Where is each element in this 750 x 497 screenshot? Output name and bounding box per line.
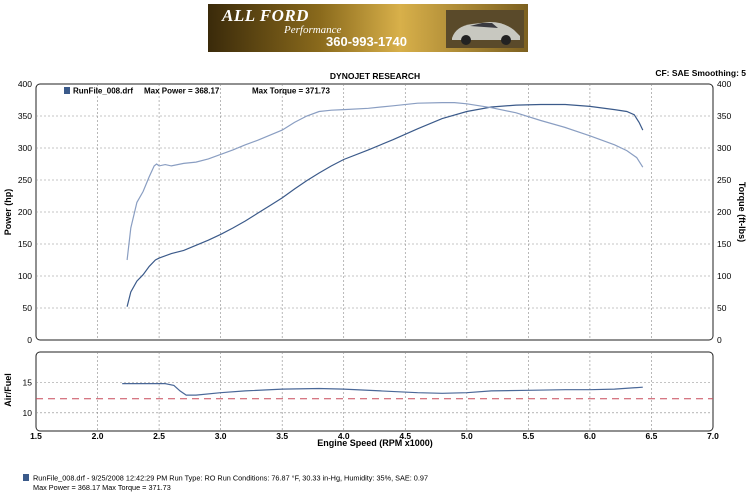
- power-axis-label: Power (hp): [3, 189, 13, 236]
- torque-tick-label: 200: [717, 207, 731, 217]
- afr-axis-label: Air/Fuel: [3, 373, 13, 407]
- rpm-tick-label: 4.0: [338, 431, 350, 441]
- rpm-tick-label: 4.5: [399, 431, 411, 441]
- footer-swatch: [23, 474, 29, 481]
- legend-max-torque: Max Torque = 371.73: [252, 87, 330, 96]
- afr-series-line: [122, 383, 643, 396]
- rpm-tick-label: 7.0: [707, 431, 719, 441]
- torque-tick-label: 350: [717, 111, 731, 121]
- power-tick-label: 100: [18, 271, 32, 281]
- afr-tick-label: 15: [23, 377, 33, 387]
- bottom-plot-frame: [35, 351, 714, 432]
- banner-phone: 360-993-1740: [326, 34, 407, 49]
- afr-axis-ticks: 10 15: [23, 377, 33, 417]
- rpm-tick-label: 6.0: [584, 431, 596, 441]
- power-tick-label: 200: [18, 207, 32, 217]
- rpm-tick-label: 5.0: [461, 431, 473, 441]
- rpm-axis-ticks: 1.5 2.0 2.5 3.0 3.5 4.0 4.5 5.0 5.5 6.0 6.5 7.0: [30, 431, 719, 441]
- torque-tick-label: 150: [717, 239, 731, 249]
- torque-tick-label: 100: [717, 271, 731, 281]
- torque-series-line: [126, 102, 644, 261]
- chart-title: DYNOJET RESEARCH: [330, 71, 420, 81]
- power-tick-label: 0: [27, 335, 32, 345]
- banner-tagline: Performance: [284, 24, 342, 36]
- top-plot-grid: [36, 84, 713, 340]
- power-axis-ticks: 0 50 100 150 200 250 300 350 400: [18, 79, 32, 345]
- afr-tick-label: 10: [23, 408, 33, 418]
- rpm-tick-label: 6.5: [646, 431, 658, 441]
- torque-tick-label: 250: [717, 175, 731, 185]
- power-tick-label: 150: [18, 239, 32, 249]
- rpm-tick-label: 5.5: [522, 431, 534, 441]
- cf-smoothing-label: CF: SAE Smoothing: 5: [655, 68, 746, 78]
- shop-banner: ALL FORD Performance 360-993-1740: [208, 4, 528, 52]
- footer-run-conditions: RunFile_008.drf - 9/25/2008 12:42:29 PM …: [33, 474, 428, 483]
- power-tick-label: 400: [18, 79, 32, 89]
- torque-axis-ticks: 0 50 100 150 200 250 300 350 400: [717, 79, 731, 345]
- legend-run-file: RunFile_008.drf: [73, 87, 133, 96]
- torque-tick-label: 400: [717, 79, 731, 89]
- legend-swatch: [64, 87, 70, 94]
- torque-tick-label: 50: [717, 303, 727, 313]
- banner-brand: ALL FORD: [222, 6, 309, 25]
- power-tick-label: 300: [18, 143, 32, 153]
- legend-max-power: Max Power = 368.17: [144, 87, 220, 96]
- rpm-tick-label: 2.5: [153, 431, 165, 441]
- rpm-tick-label: 3.0: [215, 431, 227, 441]
- torque-tick-label: 0: [717, 335, 722, 345]
- rpm-tick-label: 1.5: [30, 431, 42, 441]
- power-tick-label: 50: [23, 303, 33, 313]
- car-icon: [446, 10, 524, 48]
- power-tick-label: 250: [18, 175, 32, 185]
- torque-tick-label: 300: [717, 143, 731, 153]
- power-tick-label: 350: [18, 111, 32, 121]
- power-series-line: [126, 103, 644, 307]
- rpm-tick-label: 3.5: [276, 431, 288, 441]
- torque-axis-label: Torque (ft-lbs): [737, 182, 747, 242]
- rpm-axis-label: Engine Speed (RPM x1000): [317, 438, 433, 448]
- rpm-tick-label: 2.0: [92, 431, 104, 441]
- footer-max-values: Max Power = 368.17 Max Torque = 371.73: [33, 483, 171, 492]
- bottom-plot-grid: [36, 352, 713, 431]
